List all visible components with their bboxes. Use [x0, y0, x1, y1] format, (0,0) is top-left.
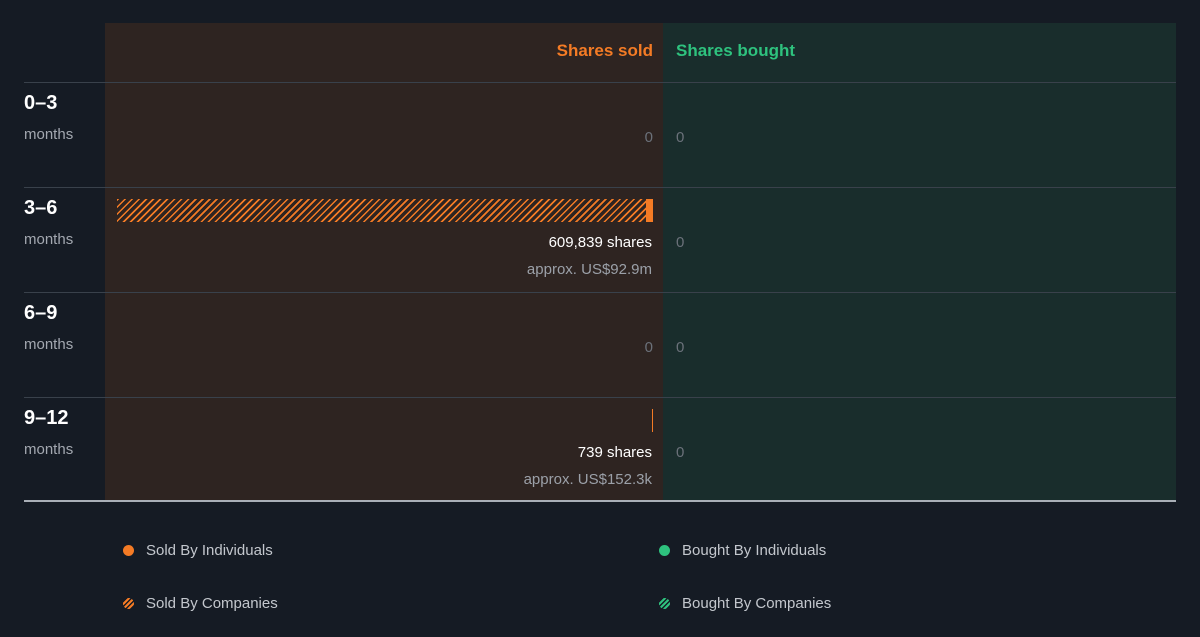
shares-count: 609,839 shares: [548, 234, 652, 251]
sold-bar: [652, 409, 653, 432]
shares-count: 739 shares: [577, 444, 652, 461]
shares-sold-panel: [105, 23, 663, 501]
orange-dot-icon: [123, 545, 134, 556]
row-unit-label: months: [24, 231, 74, 248]
sold-zero-value: 0: [644, 339, 653, 356]
orange-hatched-dot-icon: [123, 598, 134, 609]
row-range-label: 0–3: [24, 92, 58, 114]
legend-sold-by-individuals[interactable]: Sold By Individuals: [123, 542, 273, 559]
shares-bought-header: Shares bought: [676, 41, 796, 60]
sold-zero-value: 0: [644, 129, 653, 146]
legend-label: Bought By Companies: [682, 595, 832, 612]
sold-by-individuals-bar: [652, 409, 653, 432]
sold-bar: [117, 199, 653, 222]
shares-bought-panel: [663, 23, 1176, 501]
row-unit-label: months: [24, 441, 74, 458]
approx-value: approx. US$152.3k: [523, 471, 652, 488]
row-divider: [24, 397, 1176, 398]
row-unit-label: months: [24, 336, 74, 353]
row-unit-label: months: [24, 126, 74, 143]
row-range-label: 9–12: [24, 407, 69, 429]
legend-label: Sold By Companies: [146, 595, 278, 612]
row-range-label: 3–6: [24, 197, 58, 219]
legend-sold-by-companies[interactable]: Sold By Companies: [123, 595, 278, 612]
shares-sold-header: Shares sold: [556, 41, 653, 60]
row-divider: [24, 292, 1176, 293]
bought-zero-value: 0: [676, 339, 685, 356]
green-dot-icon: [659, 545, 670, 556]
sold-by-individuals-bar: [645, 199, 653, 222]
legend-label: Sold By Individuals: [146, 542, 273, 559]
row-range-label: 6–9: [24, 302, 58, 324]
legend-label: Bought By Individuals: [682, 542, 827, 559]
bought-zero-value: 0: [676, 129, 685, 146]
green-hatched-dot-icon: [659, 598, 670, 609]
sold-by-companies-bar: [117, 199, 646, 222]
chart-baseline: [24, 500, 1176, 502]
row-divider: [24, 187, 1176, 188]
row-divider: [24, 82, 1176, 83]
legend-bought-by-companies[interactable]: Bought By Companies: [659, 595, 831, 612]
approx-value: approx. US$92.9m: [526, 261, 652, 278]
bought-zero-value: 0: [676, 444, 685, 461]
bought-zero-value: 0: [676, 234, 685, 251]
legend-bought-by-individuals[interactable]: Bought By Individuals: [659, 542, 826, 559]
